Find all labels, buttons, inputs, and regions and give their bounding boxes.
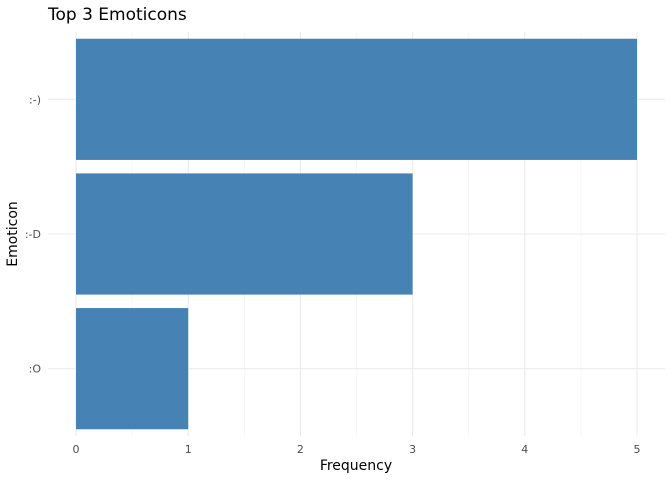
x-tick-label: 5: [634, 443, 641, 456]
x-tick-label: 2: [297, 443, 304, 456]
x-tick-label: 4: [521, 443, 528, 456]
y-tick-labels: :-) :-D :O: [25, 93, 41, 375]
bar: [76, 308, 189, 430]
y-tick-label: :-): [29, 93, 41, 106]
x-tick-label: 3: [409, 443, 416, 456]
x-tick-label: 0: [73, 443, 80, 456]
x-tick-label: 1: [185, 443, 192, 456]
bars: [76, 38, 637, 430]
x-tick-labels: 0 1 2 3 4 5: [73, 443, 641, 456]
y-tick-label: :-D: [25, 228, 41, 241]
bar: [76, 38, 637, 160]
bar: [76, 173, 413, 295]
y-tick-label: :O: [29, 363, 42, 376]
x-axis-title: Frequency: [320, 458, 392, 474]
y-axis-title: Emoticon: [5, 201, 21, 267]
chart-title: Top 3 Emoticons: [47, 5, 187, 25]
